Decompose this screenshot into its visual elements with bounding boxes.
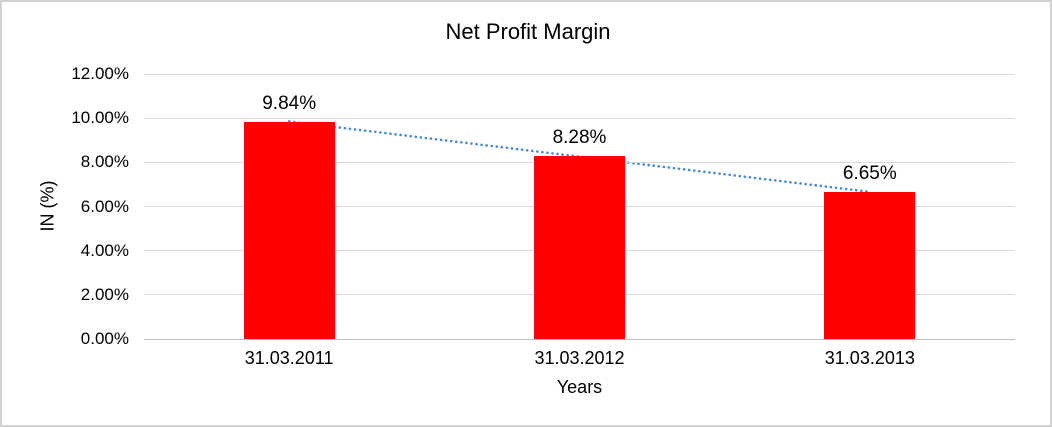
bar-data-label: 6.65% (842, 163, 897, 185)
y-axis-tick-label: 4.00% (80, 240, 129, 260)
gridline (144, 338, 1015, 340)
bar (534, 156, 625, 339)
y-axis-tick-label: 6.00% (80, 196, 129, 216)
gridline (144, 73, 1015, 75)
y-axis-tick-label: 8.00% (80, 152, 129, 172)
bar (824, 192, 916, 339)
chart-title: Net Profit Margin (445, 19, 611, 44)
y-axis-tick-label: 0.00% (80, 329, 129, 348)
bar-data-label: 9.84% (262, 92, 317, 114)
x-axis-category-label: 31.03.2011 (244, 348, 334, 368)
y-axis-tick-label: 12.00% (71, 64, 129, 83)
x-axis-category-label: 31.03.2013 (824, 348, 915, 368)
x-axis-title: Years (556, 377, 603, 397)
x-axis-category-label: 31.03.2012 (534, 348, 625, 368)
y-axis-tick-label: 2.00% (80, 284, 129, 304)
bar (243, 121, 335, 339)
bar-data-label: 8.28% (552, 127, 607, 149)
gridline (144, 117, 1015, 119)
y-axis-tick-label: 10.00% (71, 108, 129, 128)
